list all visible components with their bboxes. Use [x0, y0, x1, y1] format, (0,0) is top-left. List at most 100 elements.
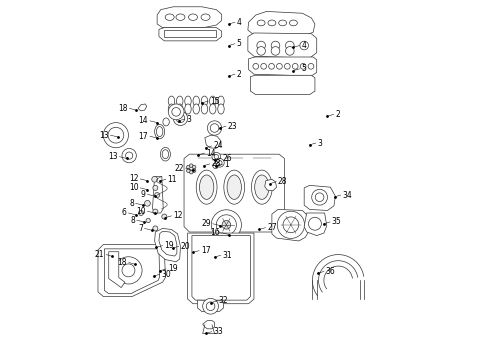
Text: 29: 29	[201, 219, 211, 228]
Text: 21: 21	[95, 250, 104, 259]
Text: 35: 35	[332, 217, 342, 226]
Circle shape	[173, 111, 188, 126]
Ellipse shape	[155, 125, 165, 139]
Circle shape	[309, 217, 321, 230]
Circle shape	[122, 148, 136, 163]
Ellipse shape	[227, 175, 242, 199]
Ellipse shape	[268, 20, 276, 26]
Circle shape	[222, 221, 231, 229]
Circle shape	[190, 164, 193, 167]
Text: 11: 11	[168, 175, 177, 184]
Circle shape	[277, 211, 304, 238]
Text: 24: 24	[214, 141, 223, 150]
Text: 34: 34	[343, 190, 352, 199]
Text: 33: 33	[214, 327, 223, 336]
Circle shape	[300, 63, 306, 69]
Text: 4: 4	[237, 18, 242, 27]
Polygon shape	[109, 252, 125, 288]
Ellipse shape	[189, 14, 197, 21]
Polygon shape	[250, 75, 315, 95]
Text: 23: 23	[228, 122, 238, 131]
Text: 13: 13	[108, 152, 118, 161]
Circle shape	[162, 214, 167, 219]
Circle shape	[312, 189, 327, 205]
Circle shape	[271, 41, 280, 50]
Circle shape	[206, 302, 215, 311]
Circle shape	[103, 123, 128, 148]
Polygon shape	[197, 300, 223, 312]
Circle shape	[286, 41, 294, 50]
Circle shape	[218, 161, 222, 165]
Ellipse shape	[224, 170, 245, 204]
Text: 20: 20	[180, 242, 190, 251]
Polygon shape	[272, 210, 310, 241]
Text: 28: 28	[212, 159, 221, 168]
Circle shape	[172, 108, 180, 116]
Circle shape	[293, 63, 298, 69]
Text: 14: 14	[206, 149, 216, 158]
Polygon shape	[164, 30, 216, 37]
Circle shape	[276, 63, 282, 69]
Circle shape	[122, 264, 135, 277]
Circle shape	[153, 209, 158, 214]
Polygon shape	[152, 176, 163, 213]
Circle shape	[187, 165, 190, 169]
Circle shape	[139, 211, 144, 216]
Circle shape	[214, 154, 219, 159]
Text: 13: 13	[99, 131, 109, 140]
Text: 14: 14	[139, 116, 148, 125]
Ellipse shape	[218, 96, 224, 106]
Circle shape	[203, 298, 219, 314]
Text: 28: 28	[278, 177, 288, 186]
Polygon shape	[188, 233, 254, 304]
Ellipse shape	[168, 96, 175, 106]
Circle shape	[168, 104, 184, 120]
Circle shape	[283, 217, 299, 233]
Text: 27: 27	[267, 223, 277, 232]
Ellipse shape	[290, 20, 297, 26]
Circle shape	[300, 41, 309, 50]
Polygon shape	[104, 249, 160, 294]
Circle shape	[155, 193, 160, 198]
Polygon shape	[98, 244, 166, 297]
Circle shape	[213, 163, 219, 168]
Ellipse shape	[257, 20, 265, 26]
Circle shape	[190, 170, 193, 174]
Circle shape	[115, 257, 142, 284]
Circle shape	[146, 219, 150, 223]
Circle shape	[210, 124, 219, 132]
Circle shape	[257, 41, 266, 50]
Text: 2: 2	[335, 110, 340, 119]
Text: 12: 12	[173, 211, 183, 220]
Ellipse shape	[199, 175, 214, 199]
Text: 10: 10	[129, 183, 139, 192]
Polygon shape	[248, 12, 315, 37]
Text: 4: 4	[301, 41, 306, 50]
Circle shape	[192, 165, 196, 169]
Ellipse shape	[163, 118, 170, 126]
Circle shape	[153, 185, 158, 190]
Ellipse shape	[176, 14, 185, 21]
Text: 7: 7	[138, 224, 143, 233]
Polygon shape	[203, 320, 215, 329]
Text: 10: 10	[136, 207, 146, 216]
Ellipse shape	[185, 104, 191, 114]
Text: 22: 22	[174, 164, 184, 173]
Ellipse shape	[185, 96, 191, 106]
Circle shape	[308, 63, 314, 69]
Circle shape	[192, 169, 196, 172]
Polygon shape	[205, 135, 220, 148]
Circle shape	[216, 215, 236, 235]
Ellipse shape	[165, 14, 174, 21]
Circle shape	[286, 46, 294, 55]
Ellipse shape	[193, 104, 199, 114]
Circle shape	[315, 193, 324, 202]
Polygon shape	[248, 57, 317, 76]
Text: 18: 18	[118, 104, 128, 113]
Polygon shape	[304, 213, 327, 235]
Text: 1: 1	[224, 160, 229, 169]
Circle shape	[261, 63, 267, 69]
Ellipse shape	[162, 150, 169, 159]
Text: 6: 6	[122, 208, 126, 217]
Circle shape	[212, 152, 220, 161]
